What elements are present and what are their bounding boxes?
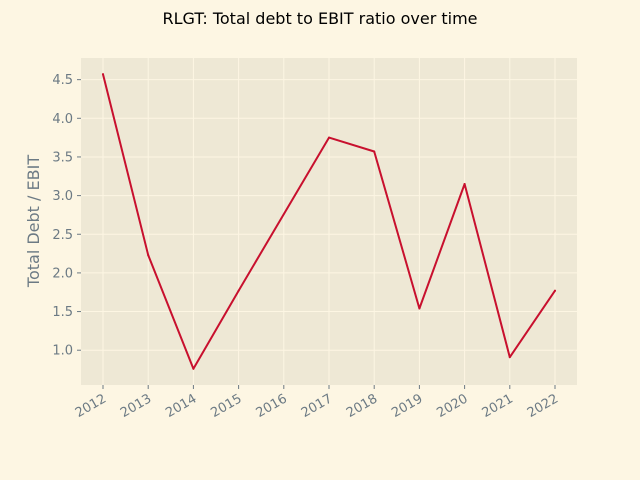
data-point <box>463 183 466 186</box>
data-point <box>554 289 556 292</box>
series-layer <box>102 73 556 370</box>
data-point <box>328 136 330 139</box>
y-tick-label: 4.0 <box>52 112 73 127</box>
y-tick-label: 3.0 <box>52 189 73 204</box>
data-point <box>192 367 195 370</box>
y-axis: 1.0 1.5 2.0 2.5 3.0 3.5 4.0 4.5 <box>52 73 81 359</box>
grid-lines <box>81 58 577 385</box>
y-tick-label: 3.5 <box>52 150 73 165</box>
data-point <box>237 289 240 292</box>
y-tick-label: 2.5 <box>52 228 73 243</box>
y-axis-label: Total Debt / EBIT <box>24 155 43 288</box>
y-tick-label: 2.0 <box>52 266 73 281</box>
data-point <box>373 150 376 153</box>
data-point <box>508 356 511 359</box>
chart-title: RLGT: Total debt to EBIT ratio over time <box>162 9 477 28</box>
y-tick-label: 1.0 <box>52 344 73 359</box>
y-tick-label: 4.5 <box>52 73 73 88</box>
data-point <box>418 307 421 310</box>
data-point <box>102 73 104 76</box>
y-tick-label: 1.5 <box>52 305 73 320</box>
data-point <box>147 254 150 257</box>
series-line <box>102 73 556 370</box>
